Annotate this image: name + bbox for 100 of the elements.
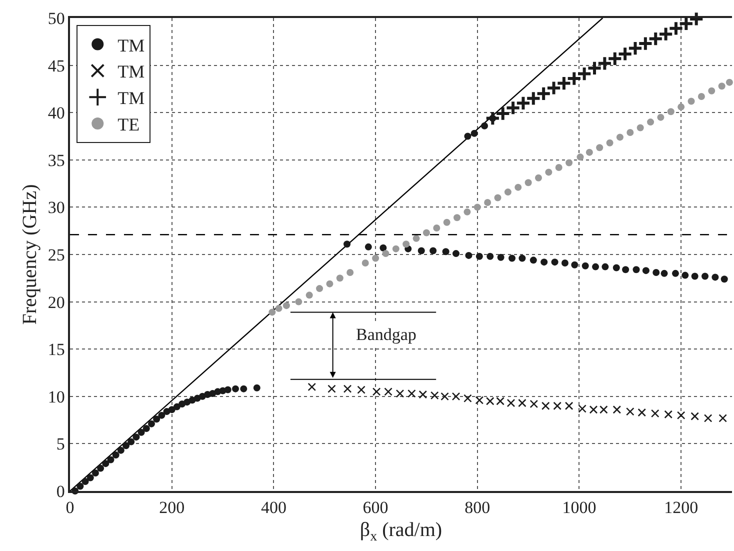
y-tick-label: 35 — [48, 150, 65, 170]
point — [382, 250, 390, 258]
point — [475, 396, 484, 404]
y-tick-label: 45 — [48, 56, 65, 76]
point — [650, 409, 660, 418]
point — [343, 384, 352, 393]
point — [524, 179, 532, 186]
point — [484, 198, 492, 206]
y-tick-label: 40 — [48, 104, 65, 123]
point — [495, 106, 511, 122]
point — [708, 87, 716, 94]
point — [536, 86, 552, 102]
y-axis-title: Frequency (GHz) — [18, 184, 41, 325]
point — [282, 302, 290, 310]
point — [514, 184, 522, 191]
point — [433, 224, 440, 232]
point — [454, 214, 461, 222]
point — [504, 188, 512, 196]
point — [505, 100, 521, 116]
point — [464, 394, 472, 402]
point — [626, 407, 634, 416]
legend-label: TE — [118, 114, 140, 135]
y-tick-label: 50 — [48, 8, 65, 28]
point — [555, 164, 562, 171]
point — [440, 392, 449, 401]
point — [616, 134, 624, 141]
point — [412, 234, 420, 242]
point — [586, 60, 602, 76]
point — [690, 412, 699, 420]
x-tick-label: 1000 — [562, 498, 596, 518]
point — [530, 400, 538, 408]
point — [275, 304, 282, 312]
point — [564, 402, 574, 410]
point — [617, 46, 633, 62]
point — [336, 274, 344, 282]
point — [326, 280, 334, 288]
point — [506, 398, 516, 408]
point — [452, 392, 460, 401]
point — [676, 411, 686, 420]
point — [392, 245, 400, 252]
point — [576, 66, 592, 82]
x-tick-label: 200 — [159, 498, 185, 518]
point — [718, 82, 726, 90]
point — [566, 159, 573, 166]
point — [541, 402, 550, 410]
point — [688, 11, 704, 27]
y-tick-label: 10 — [48, 387, 65, 406]
point — [647, 118, 654, 126]
point — [328, 384, 336, 393]
point — [534, 174, 542, 182]
point — [553, 402, 562, 410]
y-tick-label: 15 — [48, 340, 65, 360]
point — [545, 168, 552, 176]
legend-label: TM — [118, 62, 145, 82]
point — [464, 208, 471, 216]
point — [408, 389, 416, 398]
point — [718, 414, 727, 422]
point — [688, 98, 695, 105]
y-tick-label: 0 — [56, 482, 65, 501]
point — [596, 144, 604, 152]
point — [308, 382, 316, 392]
point — [626, 128, 634, 136]
point — [606, 139, 614, 146]
legend-label: TM — [118, 35, 145, 56]
point — [627, 40, 644, 56]
point — [418, 390, 428, 399]
legend-label: TM — [118, 88, 145, 108]
y-tick-label: 25 — [48, 245, 65, 264]
point — [726, 78, 733, 86]
point — [638, 408, 646, 417]
y-tick-label: 30 — [48, 198, 65, 218]
point — [346, 268, 354, 276]
point — [518, 398, 526, 408]
point — [268, 308, 276, 316]
point — [402, 240, 410, 248]
point — [607, 50, 623, 66]
point — [648, 31, 664, 47]
point — [556, 75, 572, 92]
point — [430, 391, 439, 400]
point — [357, 386, 366, 394]
point — [576, 154, 584, 161]
point — [316, 285, 324, 292]
point — [664, 410, 672, 419]
point — [372, 254, 380, 262]
point — [362, 260, 369, 267]
point — [546, 80, 562, 96]
point — [636, 124, 644, 132]
point — [586, 148, 593, 156]
point — [678, 103, 685, 110]
point — [638, 36, 654, 52]
point — [474, 204, 481, 211]
x-axis-title: β$_{x}$ (rad/m) — [360, 519, 442, 544]
point — [667, 108, 674, 116]
x-tick-label: 800 — [464, 498, 490, 518]
point — [578, 404, 586, 413]
point — [658, 26, 674, 42]
point — [704, 414, 712, 422]
point — [515, 95, 532, 111]
point — [566, 70, 582, 86]
point — [668, 20, 684, 36]
